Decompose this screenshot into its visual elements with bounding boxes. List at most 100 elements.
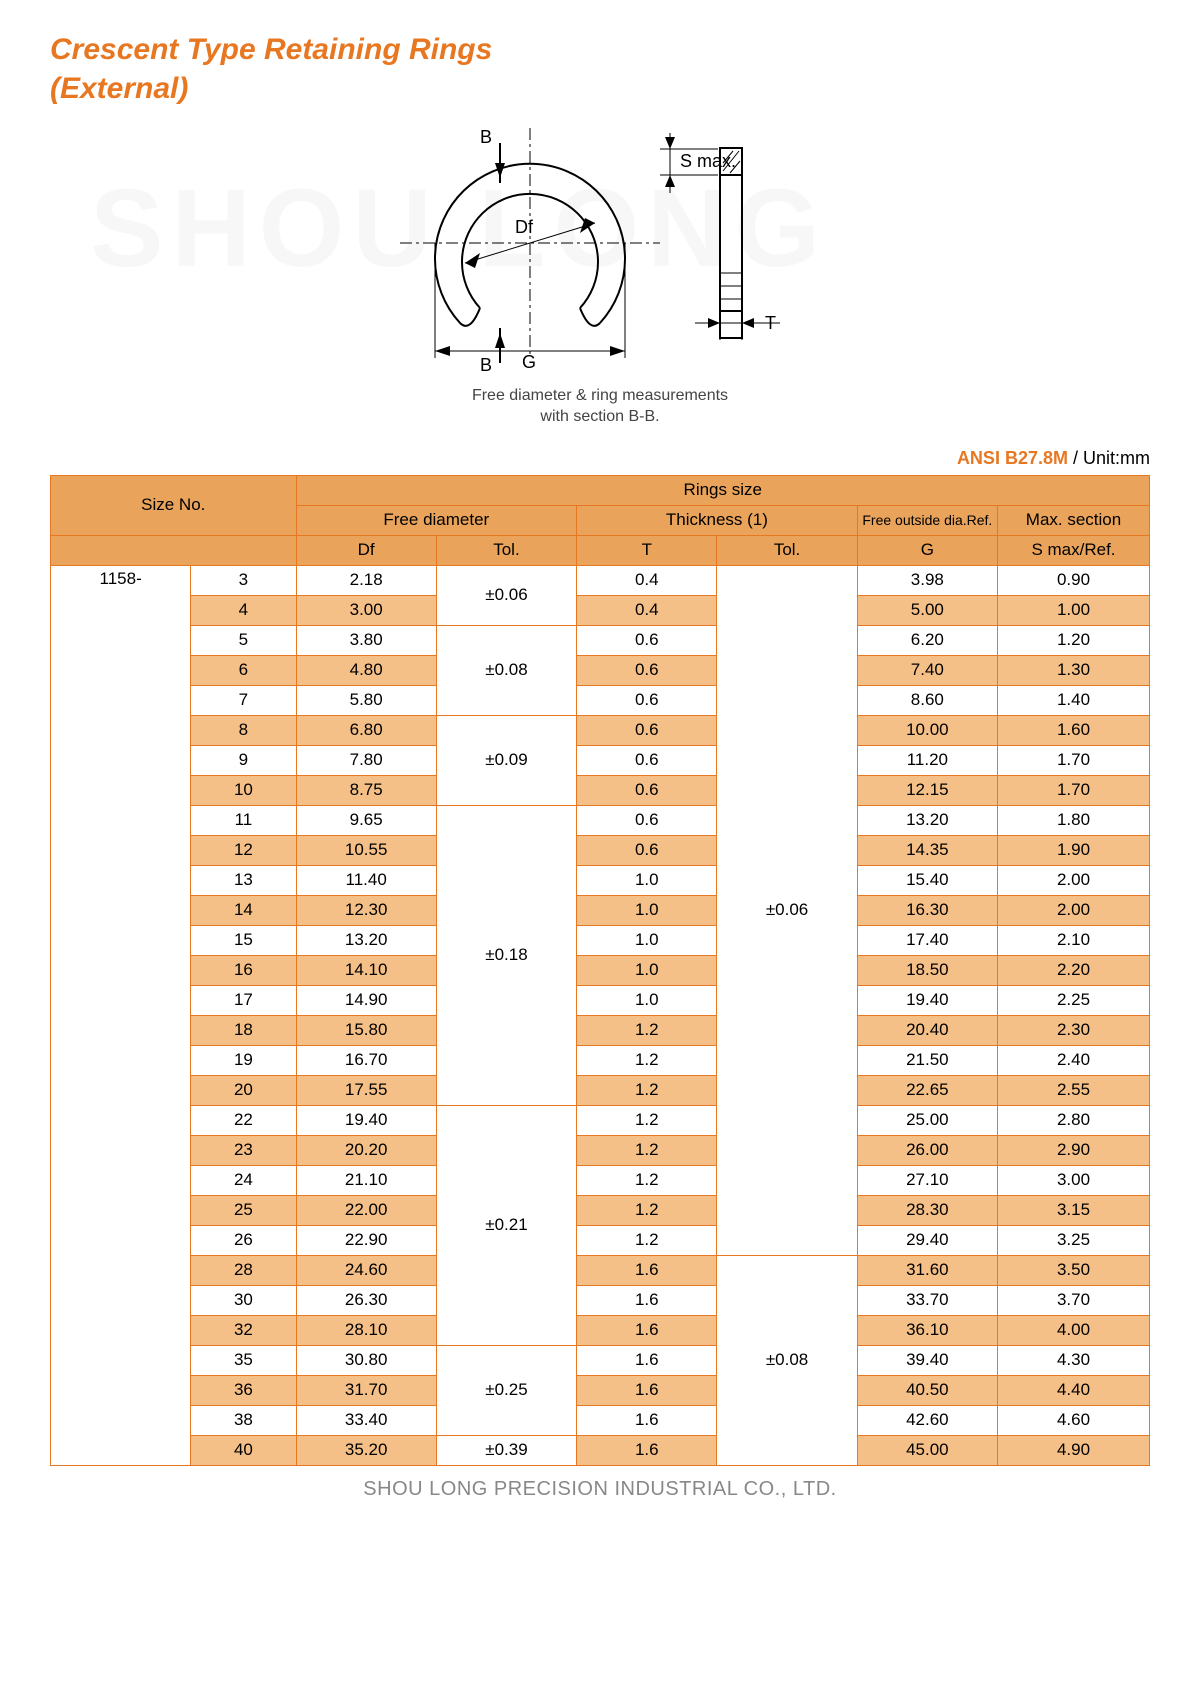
cell-df: 24.60: [296, 1255, 436, 1285]
hdr-t-tol: Tol.: [717, 535, 857, 565]
cell-n: 23: [191, 1135, 296, 1165]
cell-n: 22: [191, 1105, 296, 1135]
cell-df: 30.80: [296, 1345, 436, 1375]
cell-s: 2.10: [998, 925, 1150, 955]
hdr-rings-size: Rings size: [296, 475, 1149, 505]
cell-s: 3.50: [998, 1255, 1150, 1285]
label-b-bot: B: [480, 355, 492, 373]
cell-g: 42.60: [857, 1405, 997, 1435]
cell-n: 16: [191, 955, 296, 985]
hdr-df: Df: [296, 535, 436, 565]
cell-g: 13.20: [857, 805, 997, 835]
cell-g: 17.40: [857, 925, 997, 955]
cell-df: 14.10: [296, 955, 436, 985]
cell-g: 45.00: [857, 1435, 997, 1465]
cell-s: 3.15: [998, 1195, 1150, 1225]
table-row: 1513.201.017.402.10: [51, 925, 1150, 955]
cell-g: 27.10: [857, 1165, 997, 1195]
table-row: 64.800.67.401.30: [51, 655, 1150, 685]
cell-g: 26.00: [857, 1135, 997, 1165]
table-row: 86.80±0.090.610.001.60: [51, 715, 1150, 745]
cell-s: 2.25: [998, 985, 1150, 1015]
cell-s: 3.25: [998, 1225, 1150, 1255]
cell-df: 26.30: [296, 1285, 436, 1315]
cell-n: 3: [191, 565, 296, 595]
cell-df: 31.70: [296, 1375, 436, 1405]
cell-n: 14: [191, 895, 296, 925]
cell-s: 4.90: [998, 1435, 1150, 1465]
cell-t: 1.0: [577, 865, 717, 895]
cell-t: 1.2: [577, 1015, 717, 1045]
cell-df: 3.00: [296, 595, 436, 625]
cell-df: 22.90: [296, 1225, 436, 1255]
cell-n: 18: [191, 1015, 296, 1045]
title-line1: Crescent Type Retaining Rings: [50, 33, 492, 66]
cell-n: 35: [191, 1345, 296, 1375]
cell-n: 8: [191, 715, 296, 745]
cell-t: 0.6: [577, 715, 717, 745]
cell-g: 39.40: [857, 1345, 997, 1375]
cell-df: 17.55: [296, 1075, 436, 1105]
table-header: Size No. Rings size Free diameter Thickn…: [51, 475, 1150, 565]
cell-n: 12: [191, 835, 296, 865]
cell-t-tol: ±0.08: [717, 1255, 857, 1465]
cell-s: 0.90: [998, 565, 1150, 595]
cell-df: 16.70: [296, 1045, 436, 1075]
cell-n: 24: [191, 1165, 296, 1195]
cell-t: 1.2: [577, 1135, 717, 1165]
cell-s: 4.00: [998, 1315, 1150, 1345]
cell-df: 6.80: [296, 715, 436, 745]
table-row: 53.80±0.080.66.201.20: [51, 625, 1150, 655]
cell-df: 7.80: [296, 745, 436, 775]
table-row: 3026.301.633.703.70: [51, 1285, 1150, 1315]
cell-n: 26: [191, 1225, 296, 1255]
cell-g: 7.40: [857, 655, 997, 685]
caption-line2: with section B-B.: [540, 408, 659, 425]
cell-n: 32: [191, 1315, 296, 1345]
table-row: 1412.301.016.302.00: [51, 895, 1150, 925]
cell-s: 4.40: [998, 1375, 1150, 1405]
cell-df-tol: ±0.08: [436, 625, 576, 715]
cell-df: 5.80: [296, 685, 436, 715]
cell-t: 1.2: [577, 1225, 717, 1255]
cell-t: 1.0: [577, 895, 717, 925]
cell-df-tol: ±0.09: [436, 715, 576, 805]
cell-df: 3.80: [296, 625, 436, 655]
cell-df: 28.10: [296, 1315, 436, 1345]
cell-n: 4: [191, 595, 296, 625]
cell-t: 0.6: [577, 805, 717, 835]
cell-df: 11.40: [296, 865, 436, 895]
table-row: 1614.101.018.502.20: [51, 955, 1150, 985]
cell-t: 0.4: [577, 595, 717, 625]
cell-t: 1.2: [577, 1045, 717, 1075]
cell-g: 15.40: [857, 865, 997, 895]
label-t: T: [765, 313, 776, 333]
cell-df: 9.65: [296, 805, 436, 835]
cell-s: 1.60: [998, 715, 1150, 745]
cell-df-tol: ±0.25: [436, 1345, 576, 1435]
cell-df: 12.30: [296, 895, 436, 925]
table-body: 1158-32.18±0.060.4±0.063.980.9043.000.45…: [51, 565, 1150, 1465]
cell-s: 2.20: [998, 955, 1150, 985]
cell-n: 20: [191, 1075, 296, 1105]
cell-n: 5: [191, 625, 296, 655]
cell-df: 22.00: [296, 1195, 436, 1225]
cell-n: 6: [191, 655, 296, 685]
cell-df: 8.75: [296, 775, 436, 805]
table-row: 2824.601.6±0.0831.603.50: [51, 1255, 1150, 1285]
hdr-size-no: Size No.: [51, 475, 297, 535]
cell-n: 7: [191, 685, 296, 715]
table-row: 1311.401.015.402.00: [51, 865, 1150, 895]
cell-t: 0.6: [577, 685, 717, 715]
cell-t: 1.6: [577, 1315, 717, 1345]
cell-n: 30: [191, 1285, 296, 1315]
table-row: 2320.201.226.002.90: [51, 1135, 1150, 1165]
label-smax: S max.: [680, 151, 736, 171]
cell-t: 0.4: [577, 565, 717, 595]
cell-g: 10.00: [857, 715, 997, 745]
cell-n: 25: [191, 1195, 296, 1225]
cell-df: 20.20: [296, 1135, 436, 1165]
cell-t: 1.6: [577, 1435, 717, 1465]
table-row: 97.800.611.201.70: [51, 745, 1150, 775]
diagram-caption: Free diameter & ring measurements with s…: [50, 386, 1150, 428]
